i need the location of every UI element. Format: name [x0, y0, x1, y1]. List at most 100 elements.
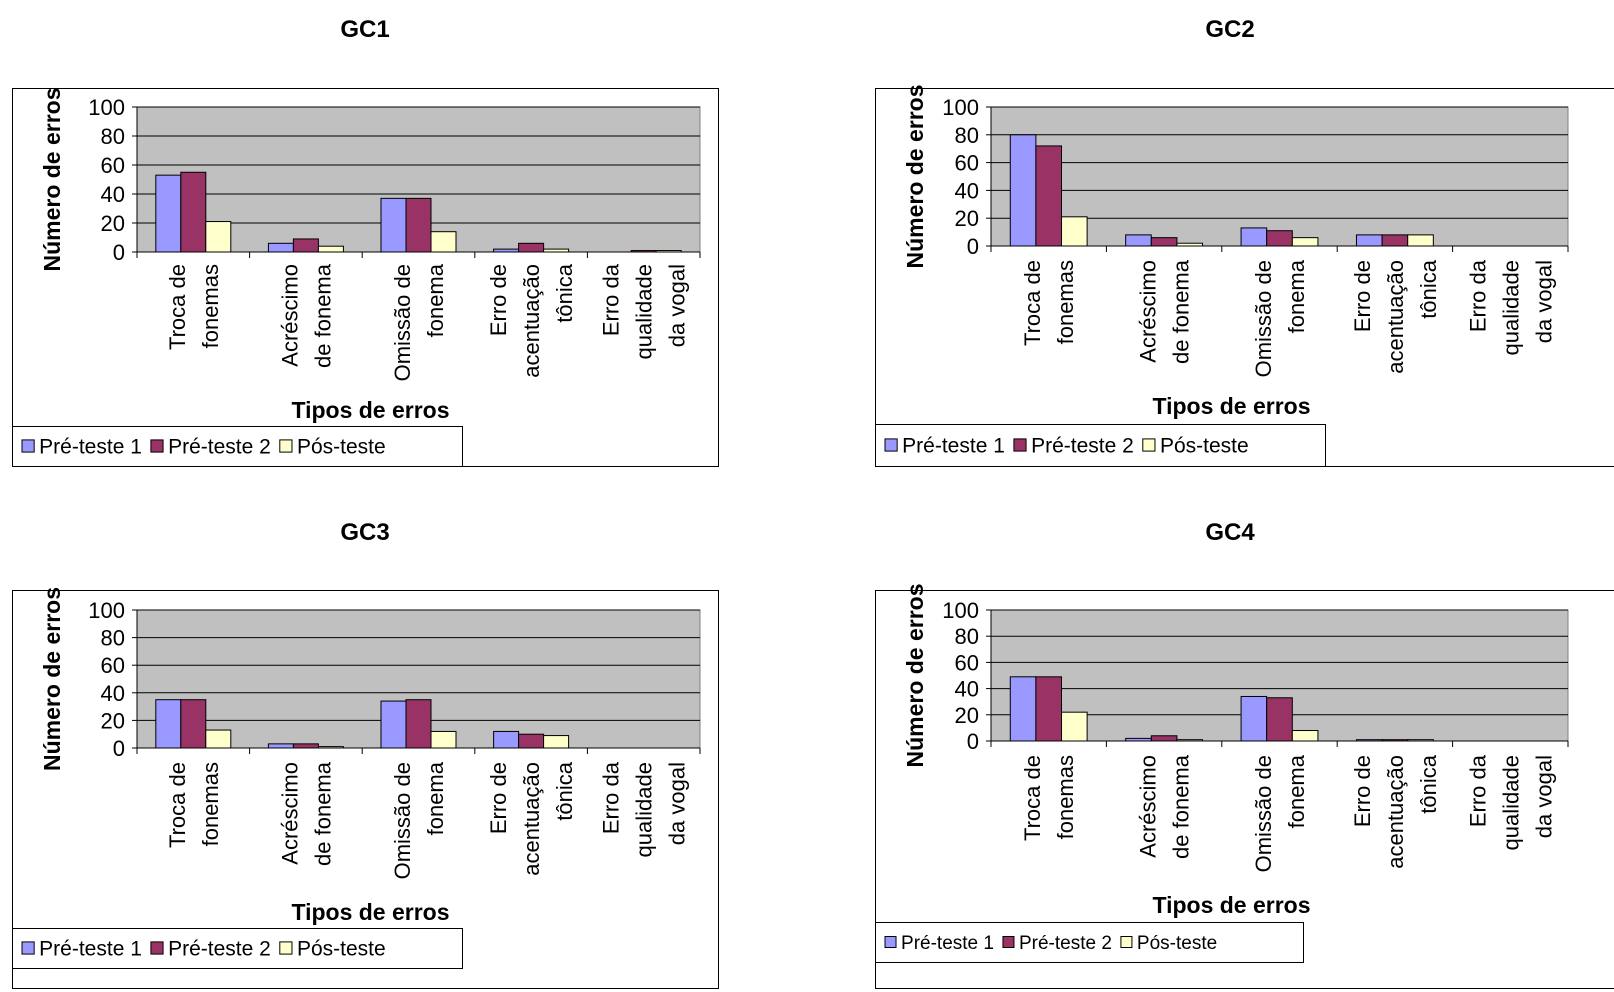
chart-title: GC4 — [1205, 519, 1255, 546]
bar-p-s-teste-1 — [1061, 711, 1088, 742]
legend-swatch — [279, 439, 293, 453]
bar-pr-teste-1-1 — [1009, 134, 1037, 247]
bar-p-s-teste-1 — [205, 729, 232, 749]
y-tick-label: 0 — [113, 240, 125, 265]
bar-pr-teste-1-4 — [493, 730, 520, 749]
legend-swatch — [21, 941, 35, 955]
bar-pr-teste-2-3 — [405, 699, 432, 749]
y-tick-label: 40 — [955, 677, 979, 702]
y-axis-label: Número de erros — [39, 87, 65, 271]
category-label: Acréscimo de fonema — [1136, 754, 1194, 859]
category-label: Erro da qualidade da vogal — [599, 761, 690, 857]
legend: Pré-teste 1 Pré-teste 2 Pós-teste — [875, 424, 1326, 467]
y-tick-label: 0 — [967, 729, 979, 754]
category-label: Omissão de fonema — [1251, 754, 1309, 872]
bar-pr-teste-1-4 — [1355, 739, 1383, 742]
y-tick-label: 20 — [101, 708, 125, 733]
category-label: Acréscimo de fonema — [277, 761, 335, 866]
legend-swatch — [1142, 438, 1156, 452]
y-axis-label: Número de erros — [902, 583, 928, 767]
category-label: Erro da qualidade da vogal — [1465, 259, 1556, 355]
bar-p-s-teste-2 — [1176, 242, 1204, 247]
category-label: Erro de acentuação tônica — [1350, 259, 1441, 374]
legend-swatch — [279, 941, 293, 955]
x-axis-label: Tipos de erros — [1152, 393, 1310, 419]
bar-p-s-teste-1 — [205, 221, 232, 253]
legend-label: Pré-teste 2 — [168, 436, 271, 459]
y-tick-label: 0 — [967, 234, 979, 259]
legend-box — [875, 922, 1304, 963]
legend-label: Pré-teste 1 — [39, 938, 142, 961]
bar-pr-teste-2-1 — [1035, 145, 1063, 247]
bar-pr-teste-2-2 — [1150, 237, 1178, 247]
category-label: Troca de fonemas — [1020, 755, 1078, 841]
y-tick-label: 100 — [88, 95, 125, 120]
bar-p-s-teste-5 — [655, 250, 682, 253]
category-label: Erro da qualidade da vogal — [599, 263, 690, 359]
bar-pr-teste-2-1 — [180, 171, 207, 253]
chart-title: GC1 — [340, 16, 389, 43]
bar-pr-teste-1-1 — [155, 699, 182, 749]
legend-swatch — [884, 935, 897, 949]
bar-pr-teste-2-5 — [630, 250, 657, 253]
bar-p-s-teste-2 — [1176, 739, 1204, 742]
category-label: Troca de fonemas — [165, 762, 223, 848]
legend-label: Pré-teste 1 — [39, 436, 142, 459]
legend-label: Pré-teste 2 — [1019, 933, 1112, 954]
y-tick-label: 40 — [101, 182, 125, 207]
bar-pr-teste-2-3 — [405, 197, 432, 253]
legend-label: Pré-teste 1 — [902, 435, 1005, 458]
y-tick-label: 0 — [113, 736, 125, 761]
legend-swatch — [1002, 935, 1015, 949]
chart-gc1: GC1 0 20 40 60 80 100 Número de erros Troca de fo… — [12, 16, 719, 467]
bar-p-s-teste-3 — [430, 730, 457, 749]
category-label: Erro de acentuação tônica — [1350, 754, 1441, 869]
bar-pr-teste-2-1 — [1035, 676, 1063, 742]
y-tick-label: 100 — [88, 598, 125, 623]
y-tick-label: 20 — [955, 206, 979, 231]
y-tick-label: 80 — [101, 124, 125, 149]
chart-title: GC3 — [340, 519, 389, 546]
bar-pr-teste-2-4 — [1381, 739, 1409, 742]
y-tick-label: 20 — [955, 703, 979, 728]
legend-swatch — [150, 439, 164, 453]
y-tick-label: 80 — [955, 123, 979, 148]
category-label: Troca de fonemas — [165, 264, 223, 350]
legend-swatch — [1120, 935, 1133, 949]
bar-p-s-teste-2 — [317, 245, 344, 253]
bar-p-s-teste-3 — [1291, 730, 1319, 742]
legend-swatch — [884, 438, 898, 452]
legend-box — [12, 426, 463, 467]
bar-pr-teste-1-2 — [267, 743, 294, 749]
y-tick-label: 100 — [942, 95, 979, 120]
legend-label: Pré-teste 2 — [168, 938, 271, 961]
bar-pr-teste-2-4 — [1381, 234, 1409, 247]
category-label: Erro de acentuação tônica — [486, 263, 577, 378]
bar-p-s-teste-4 — [1407, 739, 1434, 742]
category-label: Omissão de fonema — [390, 761, 448, 879]
bar-pr-teste-1-4 — [493, 248, 520, 253]
y-axis-label: Número de erros — [902, 84, 928, 268]
bar-pr-teste-2-1 — [180, 699, 207, 749]
category-label: Troca de fonemas — [1020, 260, 1078, 346]
category-label: Acréscimo de fonema — [277, 263, 335, 368]
x-axis-label: Tipos de erros — [291, 397, 449, 423]
legend-label: Pré-teste 1 — [901, 933, 994, 954]
y-tick-label: 60 — [101, 653, 125, 678]
legend-swatch — [150, 941, 164, 955]
legend: Pré-teste 1 Pré-teste 2 Pós-teste — [12, 426, 463, 467]
bar-pr-teste-1-3 — [1240, 695, 1268, 742]
bar-p-s-teste-4 — [1407, 234, 1434, 247]
category-label: Erro da qualidade da vogal — [1465, 754, 1556, 850]
bar-p-s-teste-4 — [543, 248, 570, 253]
legend-swatch — [1013, 438, 1027, 452]
legend-label: Pré-teste 2 — [1031, 435, 1134, 458]
y-tick-label: 60 — [955, 650, 979, 675]
y-tick-label: 80 — [101, 626, 125, 651]
bar-pr-teste-1-2 — [1125, 234, 1152, 247]
bar-pr-teste-2-4 — [518, 242, 545, 253]
bar-p-s-teste-1 — [1061, 216, 1088, 247]
y-tick-label: 60 — [955, 151, 979, 176]
bar-pr-teste-2-4 — [518, 733, 545, 749]
